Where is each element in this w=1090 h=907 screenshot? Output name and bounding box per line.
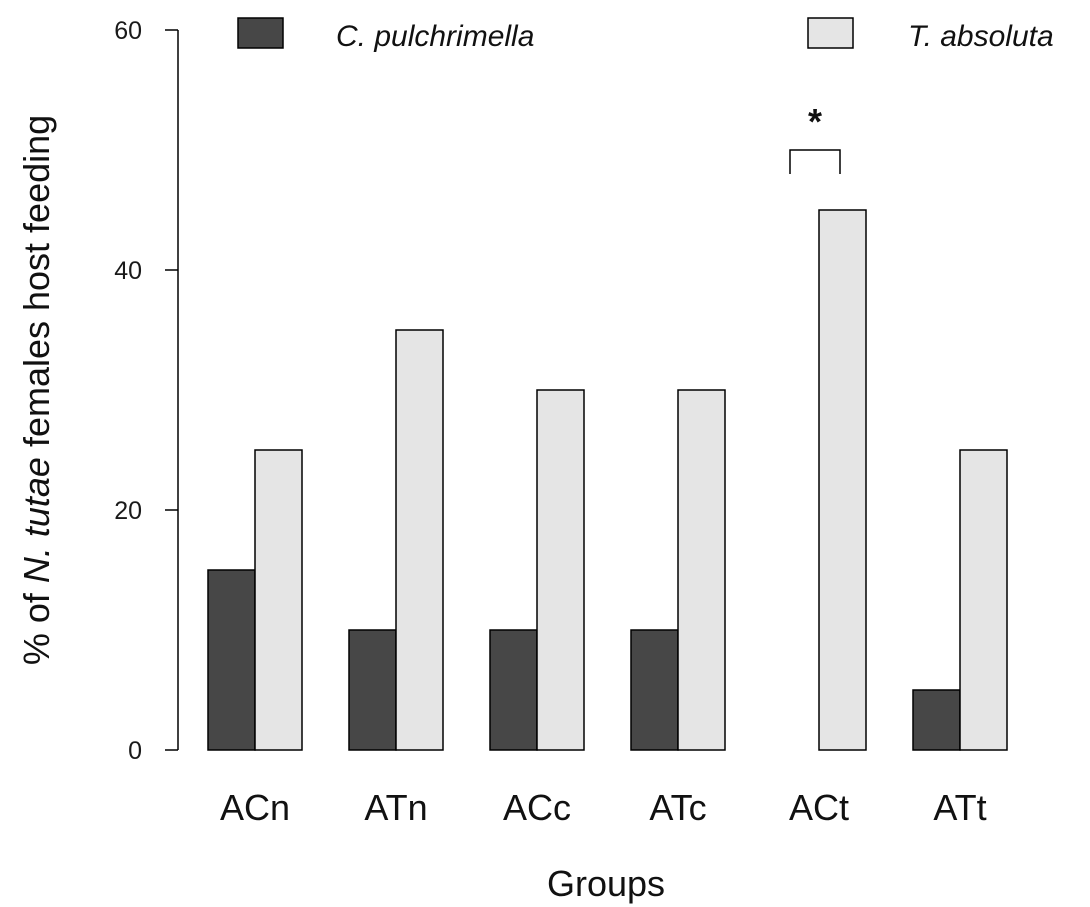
x-tick-label-ATt: ATt (933, 787, 986, 828)
x-tick-label-ACt: ACt (789, 787, 849, 828)
significance-marker: * (808, 101, 822, 142)
y-axis-title: % of N. tutae females host feeding (16, 115, 57, 665)
bar-ACc-t-absoluta (536, 389, 585, 751)
bar-ATt-c-pulchrimella (912, 689, 961, 751)
y-tick-label-40: 40 (114, 257, 142, 285)
annotations: * (789, 101, 841, 174)
bar-ATt-t-absoluta (959, 449, 1008, 751)
bar-ATc-t-absoluta (677, 389, 726, 751)
bar-ACn-t-absoluta (254, 449, 303, 751)
x-axis-category-labels: ACn ATn ACc ATc ACt ATt (220, 787, 987, 828)
bars (207, 209, 1008, 751)
x-tick-label-ACn: ACn (220, 787, 290, 828)
y-tick-label-20: 20 (114, 497, 142, 525)
y-axis-title-prefix: % of (16, 583, 57, 665)
bar-ACc-c-pulchrimella (489, 629, 538, 751)
x-tick-label-ACc: ACc (503, 787, 571, 828)
x-tick-label-ATn: ATn (364, 787, 427, 828)
legend-swatch-c-pulchrimella (237, 17, 284, 49)
significance-bracket (789, 149, 841, 174)
legend-label-c-pulchrimella: C. pulchrimella (336, 20, 534, 53)
bar-ACn-c-pulchrimella (207, 569, 256, 751)
bar-ACt-t-absoluta (818, 209, 867, 751)
y-axis-title-suffix: females host feeding (16, 115, 57, 457)
legend: C. pulchrimella T. absoluta (237, 17, 1054, 53)
x-tick-label-ATc: ATc (649, 787, 706, 828)
bar-ATn-c-pulchrimella (348, 629, 397, 751)
legend-label-t-absoluta: T. absoluta (908, 20, 1054, 53)
y-axis-title-species: N. tutae (16, 457, 57, 583)
y-tick-label-0: 0 (128, 737, 142, 765)
y-tick-label-60: 60 (114, 17, 142, 45)
x-axis-title: Groups (547, 863, 665, 904)
bar-ATn-t-absoluta (395, 329, 444, 751)
y-axis: 0 20 40 60 (114, 17, 179, 765)
legend-swatch-t-absoluta (807, 17, 854, 49)
bar-ATc-c-pulchrimella (630, 629, 679, 751)
